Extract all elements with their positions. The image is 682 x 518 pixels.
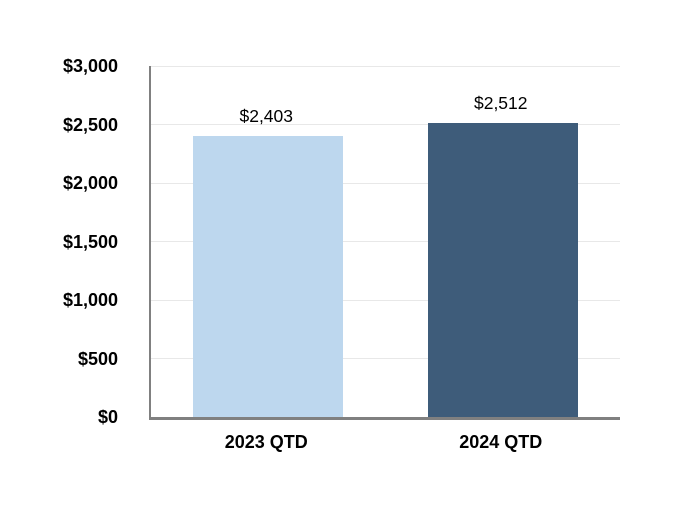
value-label-2024-qtd: $2,512	[473, 93, 528, 114]
y-tick-label-2000: $2,000	[62, 173, 118, 193]
bar-2024-qtd	[427, 123, 578, 417]
y-tick-label-500: $500	[77, 348, 118, 369]
y-tick-label-0: $0	[97, 407, 118, 427]
plot-area	[149, 65, 620, 420]
gridline-1000	[151, 299, 620, 301]
bar-2023-qtd	[193, 135, 344, 417]
x-tick-label-2024-qtd: 2024 QTD	[459, 432, 543, 452]
gridline-500	[151, 358, 620, 359]
gridline-2000	[151, 182, 620, 184]
y-tick-label-3000: $3,000	[62, 56, 118, 76]
y-tick-label-1000: $1,000	[62, 290, 118, 310]
x-tick-label-2023-qtd: 2023 QTD	[224, 432, 308, 452]
y-tick-label-2500: $2,500	[62, 114, 118, 135]
y-tick-label-1500: $1,500	[62, 231, 118, 252]
gridline-1500	[151, 241, 620, 242]
gridline-3000	[151, 65, 620, 67]
gridline-2500	[151, 124, 620, 125]
value-label-2023-qtd: $2,403	[239, 105, 294, 126]
